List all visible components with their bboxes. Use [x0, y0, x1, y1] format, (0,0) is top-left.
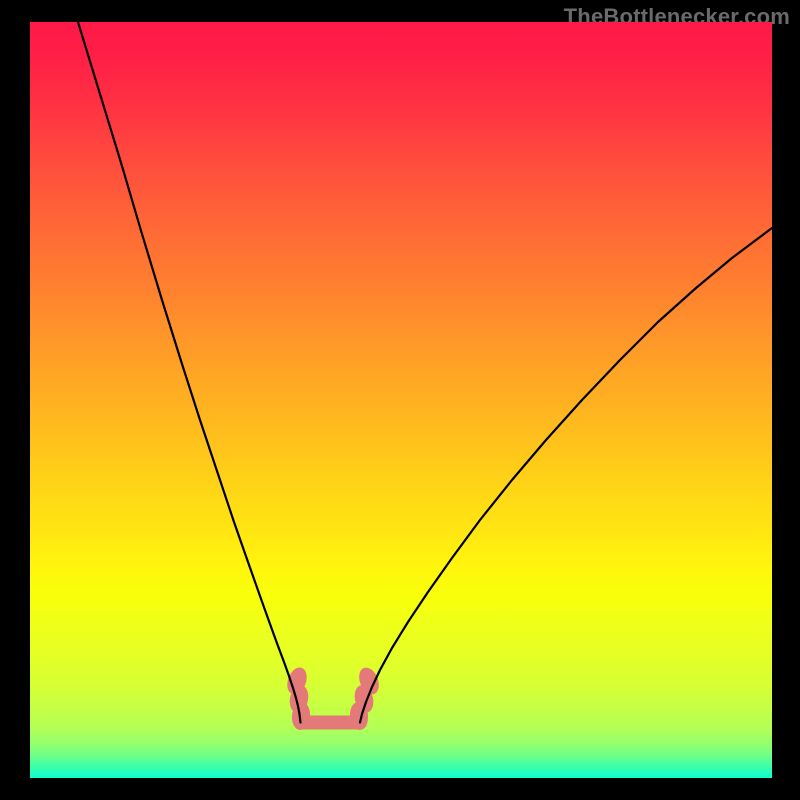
chart-frame: TheBottlenecker.com	[0, 0, 800, 800]
chart-background	[30, 22, 772, 778]
chart-svg	[30, 22, 772, 778]
plot-area	[30, 22, 772, 778]
